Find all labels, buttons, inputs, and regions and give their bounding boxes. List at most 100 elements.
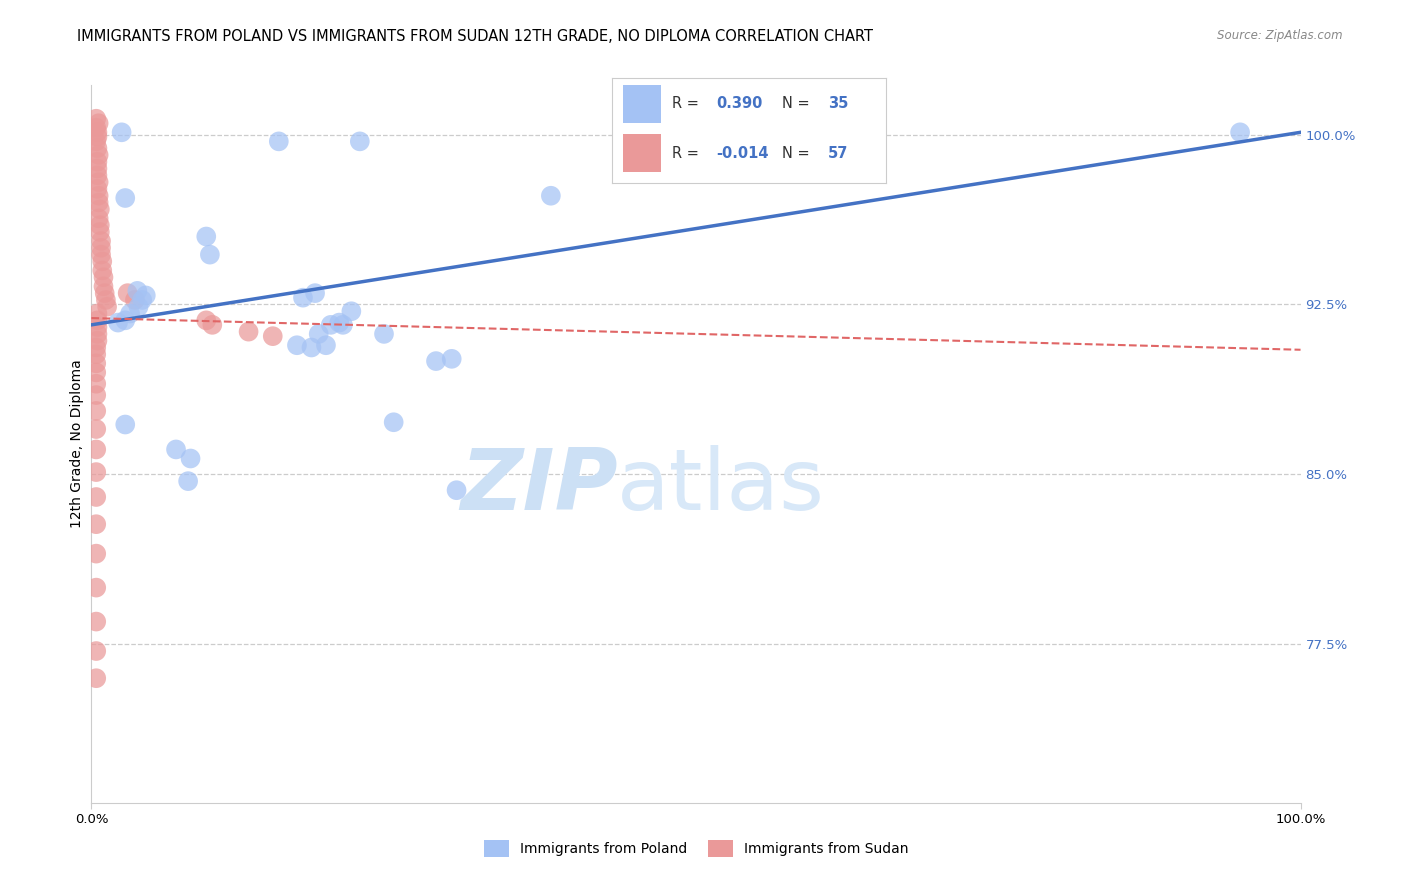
Point [91,263,114,277]
Point [86,129,108,144]
Point [114,191,136,205]
Point [84,366,107,380]
Point [238,325,260,339]
Point [93,279,115,293]
Point [124,293,146,307]
Point [87,188,110,202]
Point [195,229,218,244]
Point [135,288,157,302]
Point [308,326,330,341]
Point [1229,125,1251,139]
Point [84,376,107,391]
FancyBboxPatch shape [623,135,661,172]
Point [328,316,350,330]
Point [84,120,107,135]
Point [180,451,202,466]
Point [540,188,562,202]
Point [94,293,117,307]
Point [177,474,200,488]
Point [84,615,107,629]
Point [349,134,371,148]
Point [86,125,108,139]
Point [86,313,108,327]
Point [373,326,395,341]
Point [86,182,108,196]
Point [90,247,112,261]
Point [89,218,111,232]
Point [90,234,112,248]
Point [315,338,337,352]
Text: IMMIGRANTS FROM POLAND VS IMMIGRANTS FROM SUDAN 12TH GRADE, NO DIPLOMA CORRELATI: IMMIGRANTS FROM POLAND VS IMMIGRANTS FRO… [77,29,873,45]
Point [440,351,463,366]
Point [291,291,314,305]
Point [90,241,112,255]
Point [84,581,107,595]
Point [84,490,107,504]
Point [127,284,149,298]
Point [165,442,187,457]
Text: N =: N = [782,96,810,112]
Point [89,225,111,239]
Text: atlas: atlas [617,445,825,528]
Point [114,313,136,327]
Point [84,388,107,402]
Point [425,354,447,368]
Point [84,341,107,355]
Point [84,547,107,561]
Point [86,169,108,183]
Point [267,134,290,148]
Point [86,326,108,341]
Point [117,286,139,301]
Point [114,417,136,432]
Text: Source: ZipAtlas.com: Source: ZipAtlas.com [1218,29,1343,43]
Point [93,270,115,285]
Point [84,644,107,658]
Point [87,195,110,210]
Text: 57: 57 [828,146,849,161]
Point [84,422,107,436]
Text: -0.014: -0.014 [716,146,768,161]
Point [84,404,107,418]
Point [340,304,363,318]
Point [86,154,108,169]
Point [120,306,142,320]
Point [131,293,153,307]
Point [87,116,110,130]
Point [301,341,323,355]
Point [87,175,110,189]
Point [107,316,129,330]
Point [84,356,107,370]
Point [93,286,115,301]
Text: 0.390: 0.390 [716,96,762,112]
Point [87,148,110,162]
Point [446,483,468,498]
Legend: Immigrants from Poland, Immigrants from Sudan: Immigrants from Poland, Immigrants from … [484,840,908,857]
Point [86,334,108,348]
Point [382,415,405,429]
Point [262,329,284,343]
Point [111,125,132,139]
Point [304,286,326,301]
Text: N =: N = [782,146,810,161]
Point [84,347,107,361]
Point [86,161,108,176]
Point [195,313,218,327]
Text: R =: R = [672,146,699,161]
Text: 35: 35 [828,96,849,112]
Point [86,306,108,320]
FancyBboxPatch shape [623,85,661,123]
Point [96,300,118,314]
Point [319,318,342,332]
Text: ZIP: ZIP [460,445,617,528]
Point [89,202,111,217]
Point [332,318,354,332]
Point [128,300,150,314]
Point [84,465,107,479]
Point [201,318,224,332]
Point [91,254,114,268]
Point [84,112,107,126]
Point [84,517,107,532]
Y-axis label: 12th Grade, No Diploma: 12th Grade, No Diploma [70,359,84,528]
Point [84,134,107,148]
Point [84,671,107,685]
